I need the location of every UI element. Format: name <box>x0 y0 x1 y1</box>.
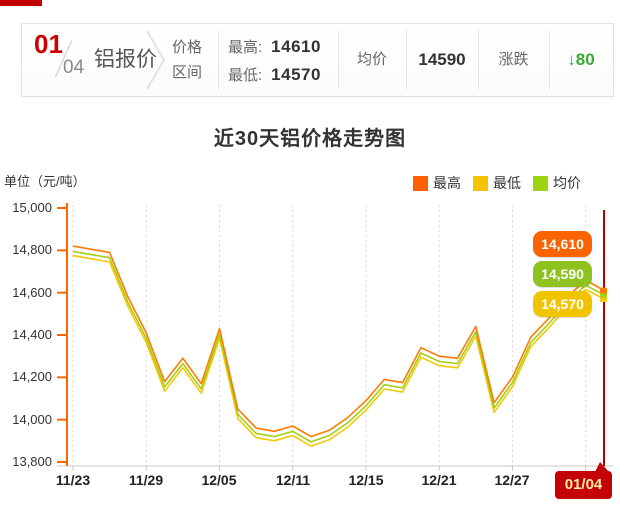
y-tick-label: 14,800 <box>12 242 52 257</box>
x-tick-label: 12/27 <box>494 472 530 488</box>
end-badge-low: 14,570 <box>533 291 592 317</box>
legend-swatch-avg <box>533 176 548 191</box>
legend-item-high: 最高 <box>413 176 461 191</box>
high-value: 14610 <box>271 36 321 56</box>
x-tick-label: 12/21 <box>421 472 457 488</box>
high-low-block: 最高: 14610 最低: 14570 <box>228 24 321 96</box>
product-name: 铝报价 <box>94 48 157 71</box>
corner-accent-bar <box>0 0 42 6</box>
y-tick-label: 14,600 <box>12 285 52 300</box>
end-badge-high: 14,610 <box>533 231 592 257</box>
x-tick-label: 12/15 <box>348 472 384 488</box>
high-row: 最高: 14610 <box>228 36 321 56</box>
y-tick-label: 15,000 <box>12 200 52 215</box>
low-value: 14570 <box>271 64 321 84</box>
chevron-right-icon <box>146 30 166 90</box>
down-arrow-icon: ↓ <box>567 50 576 69</box>
y-tick-label: 14,000 <box>12 412 52 427</box>
divider <box>478 30 479 90</box>
date-day: 04 <box>63 57 85 78</box>
change-label: 涨跌 <box>498 51 529 68</box>
y-tick-label: 14,400 <box>12 327 52 342</box>
y-tick-label: 14,200 <box>12 369 52 384</box>
divider <box>218 30 219 90</box>
y-tick-label: 13,800 <box>12 454 52 469</box>
divider <box>406 30 407 90</box>
divider <box>338 30 339 90</box>
end-badge-avg: 14,590 <box>533 261 592 287</box>
chart-title: 近30天铝价格走势图 <box>213 128 407 150</box>
current-date-badge: 01/04 <box>555 471 612 499</box>
legend-swatch-high <box>413 176 428 191</box>
legend-item-low: 最低 <box>473 176 521 191</box>
quote-header-bar: 01 04 铝报价 价格 区间 最高: 14610 最低: 14570 均价 145… <box>21 23 614 97</box>
average-label: 均价 <box>356 51 387 68</box>
x-tick-label: 11/23 <box>55 472 91 488</box>
average-value: 14590 <box>418 50 466 69</box>
price-range-label: 价格 区间 <box>172 39 203 81</box>
change-value: ↓80 <box>567 50 595 69</box>
x-tick-label: 12/05 <box>201 472 237 488</box>
legend-swatch-low <box>473 176 488 191</box>
x-tick-label: 12/11 <box>275 472 311 488</box>
x-tick-label: 11/29 <box>128 472 164 488</box>
date-month: 01 <box>34 29 63 59</box>
current-date-pointer <box>595 462 609 472</box>
divider <box>549 30 550 90</box>
legend-item-avg: 均价 <box>533 176 581 191</box>
axis-unit-label: 单位（元/吨） <box>4 174 86 189</box>
low-row: 最低: 14570 <box>228 64 321 84</box>
